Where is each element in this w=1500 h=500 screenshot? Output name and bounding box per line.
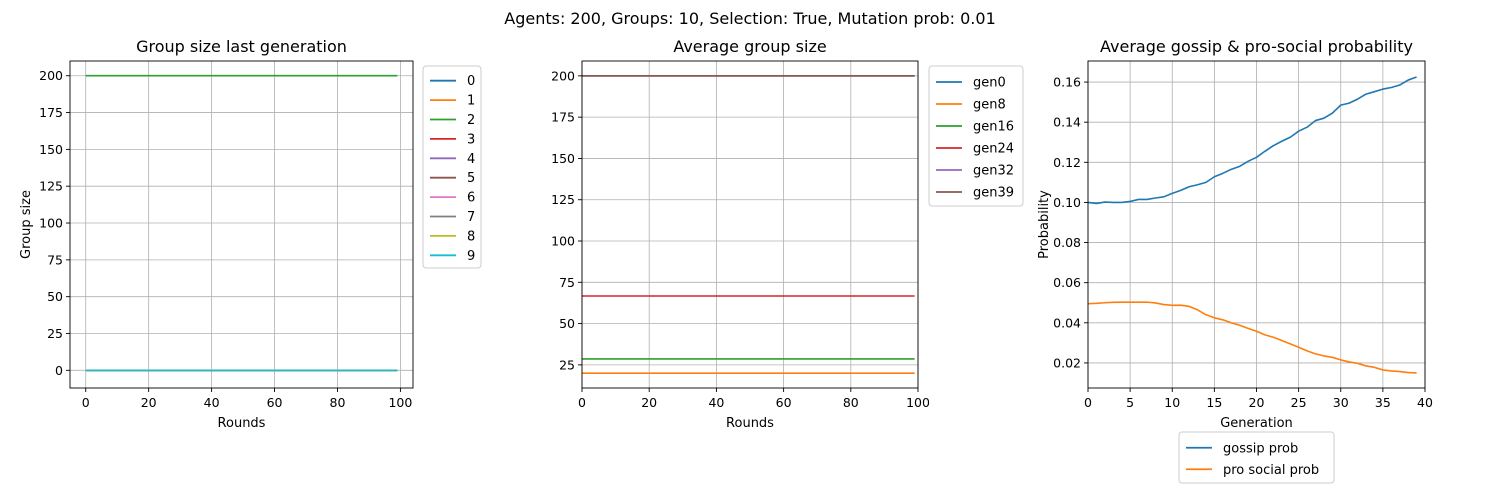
y-tick-label: 0.12 [1053,155,1081,170]
x-tick-label: 5 [1126,395,1134,410]
x-tick-label: 100 [388,395,412,410]
legend-entry-gen39: gen39 [973,186,1014,201]
y-axis-label: Probability [1037,190,1052,259]
x-tick-label: 60 [776,395,792,410]
legend-entry-2: 2 [467,113,475,128]
figure-suptitle: Agents: 200, Groups: 10, Selection: True… [504,9,996,28]
x-tick-label: 0 [578,395,586,410]
legend-entry-3: 3 [467,132,475,147]
y-tick-label: 200 [39,68,63,83]
chart-title: Group size last generation [136,37,347,56]
y-tick-label: 200 [551,68,575,83]
legend-entry-gen32: gen32 [973,164,1014,179]
y-tick-label: 0.14 [1053,115,1081,130]
y-tick-label: 50 [559,316,575,331]
y-tick-label: 0 [55,363,63,378]
y-tick-label: 100 [39,216,63,231]
y-axis-label: Group size [19,190,34,259]
y-tick-label: 125 [551,192,575,207]
chart-panel-average-group-size: 0 20 40 60 80 100 25 50 75 100 125 150 175 200 Average… [551,37,1024,431]
y-tick-label: 0.06 [1053,275,1081,290]
x-tick-label: 40 [708,395,724,410]
legend-entry-8: 8 [467,229,475,244]
x-axis-label: Rounds [218,416,266,431]
x-tick-label: 20 [1249,395,1265,410]
y-tick-label: 25 [47,326,63,341]
y-tick-label: 125 [39,179,63,194]
legend-entry-7: 7 [467,210,475,225]
x-axis-label: Rounds [726,416,774,431]
chart-legend: gossip prob pro social prob [1178,431,1335,484]
legend-entry-5: 5 [467,171,475,186]
chart-title: Average group size [673,37,826,56]
series-line-gossip-prob [1087,76,1417,205]
legend-entry-gossip-prob: gossip prob [1223,441,1298,456]
legend-entry-6: 6 [467,191,475,206]
legend-entry-gen0: gen0 [973,76,1006,91]
chart-title: Average gossip & pro-social probability [1100,37,1413,56]
y-tick-label: 0.04 [1053,315,1081,330]
chart-legend: gen0 gen8 gen16 gen24 gen32 gen39 [928,65,1024,207]
plot-frame [69,60,414,389]
plot-frame [581,60,919,389]
legend-box [422,65,482,269]
x-tick-label: 80 [330,395,346,410]
y-tick-label: 150 [551,151,575,166]
y-tick-label: 50 [47,289,63,304]
y-tick-label: 75 [559,275,575,290]
x-tick-label: 60 [267,395,283,410]
legend-entry-9: 9 [467,249,475,264]
y-tick-label: 0.10 [1053,195,1081,210]
legend-entry-pro-social-prob: pro social prob [1223,463,1319,478]
legend-entry-1: 1 [467,94,475,109]
y-tick-label: 150 [39,142,63,157]
x-tick-label: 0 [1084,395,1092,410]
legend-entry-4: 4 [467,152,475,167]
y-tick-label: 100 [551,234,575,249]
x-tick-label: 0 [82,395,90,410]
chart-panel-group-size-last-generation: 0 20 40 60 80 1000255075100125150175200Group … [19,37,482,431]
chart-panel-average-gossip-prosocial-probability: 0 5 10 15 20 25 30 35 40 0.02 0.04 0.06 0.08 0.10 0.12… [1037,37,1433,484]
legend-entry-gen8: gen8 [973,98,1006,113]
x-tick-label: 10 [1164,395,1180,410]
x-axis-label: Generation [1220,416,1293,431]
legend-box [1178,431,1335,484]
legend-entry-0: 0 [467,74,475,89]
x-tick-label: 30 [1333,395,1349,410]
x-tick-label: 25 [1291,395,1307,410]
y-tick-label: 0.16 [1053,75,1081,90]
chart-legend: 0 1 2 3 4 5 6 7 8 9 [422,65,482,269]
x-tick-label: 20 [641,395,657,410]
legend-entry-gen24: gen24 [973,142,1014,157]
series-line-pro-social-prob [1087,301,1417,374]
x-tick-label: 35 [1375,395,1391,410]
x-tick-label: 15 [1206,395,1222,410]
x-tick-label: 20 [141,395,157,410]
x-tick-label: 40 [204,395,220,410]
y-tick-label: 25 [559,357,575,372]
y-tick-label: 175 [39,105,63,120]
y-tick-label: 175 [551,110,575,125]
x-tick-label: 80 [843,395,859,410]
legend-entry-gen16: gen16 [973,120,1014,135]
x-tick-label: 40 [1417,395,1433,410]
y-tick-label: 0.02 [1053,355,1081,370]
legend-box [928,65,1024,207]
x-tick-label: 100 [906,395,930,410]
y-tick-label: 0.08 [1053,235,1081,250]
y-tick-label: 75 [47,252,63,267]
